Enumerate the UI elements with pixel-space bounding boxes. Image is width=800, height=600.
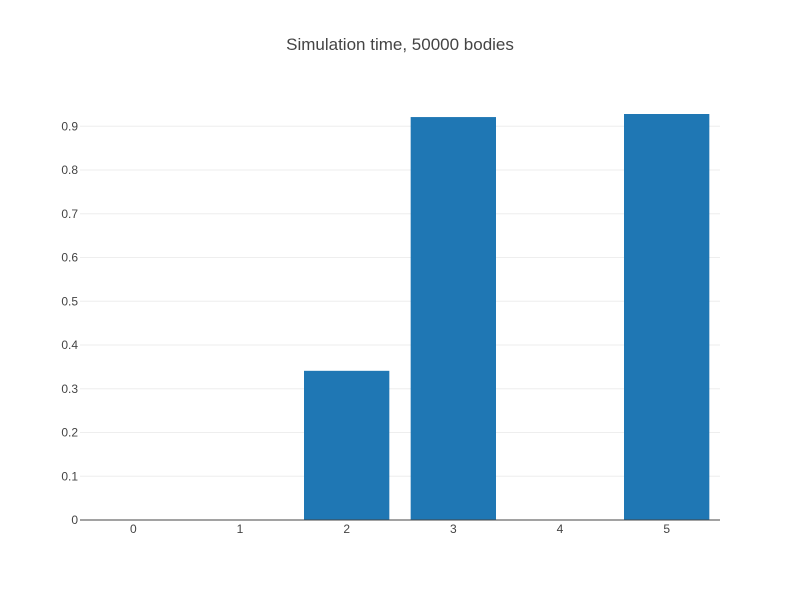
x-tick-label: 1 <box>237 522 244 536</box>
bar-5 <box>624 114 710 520</box>
y-tick-label: 0.7 <box>61 207 78 221</box>
x-tick-label: 5 <box>663 522 670 536</box>
gridlines <box>80 125 720 477</box>
y-tick-label: 0 <box>71 513 78 527</box>
y-tick-label: 0.2 <box>61 426 78 440</box>
y-tick-label: 0.5 <box>61 294 78 308</box>
y-tick-label: 0.4 <box>61 338 78 352</box>
y-tick-label: 0.8 <box>61 163 78 177</box>
y-tick-label: 0.3 <box>61 382 78 396</box>
bars <box>304 114 710 520</box>
bar-2 <box>304 370 390 520</box>
x-tick-label: 4 <box>557 522 564 536</box>
x-tick-label: 0 <box>130 522 137 536</box>
x-tick-labels: 0 1 2 3 4 5 <box>130 522 670 536</box>
y-tick-label: 0.9 <box>61 119 78 133</box>
x-tick-label: 2 <box>343 522 350 536</box>
chart-title: Simulation time, 50000 bodies <box>286 35 514 54</box>
y-tick-labels: 0 0.1 0.2 0.3 0.4 0.5 0.6 0.7 0.8 0.9 <box>61 119 78 527</box>
y-tick-label: 0.1 <box>61 469 78 483</box>
x-tick-label: 3 <box>450 522 457 536</box>
y-tick-label: 0.6 <box>61 251 78 265</box>
bar-3 <box>410 117 496 520</box>
